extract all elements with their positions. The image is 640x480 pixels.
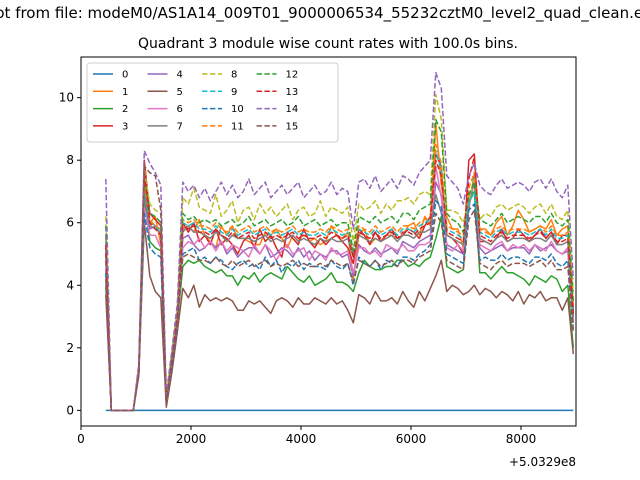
series-line-6 bbox=[105, 165, 575, 412]
series-line-4 bbox=[105, 181, 575, 412]
legend-box bbox=[86, 62, 339, 143]
legend-label: 6 bbox=[177, 104, 183, 115]
x-tick-label: 2000 bbox=[176, 432, 207, 446]
y-tick-label: 4 bbox=[66, 278, 74, 292]
legend-label: 8 bbox=[231, 70, 237, 81]
legend-label: 13 bbox=[286, 87, 299, 98]
legend-label: 11 bbox=[231, 121, 244, 132]
plot-frame bbox=[80, 56, 577, 427]
series-line-7 bbox=[105, 175, 575, 412]
x-offset-label: +5.0329e8 bbox=[509, 455, 576, 469]
series-line-13 bbox=[105, 156, 575, 412]
legend-label: 4 bbox=[177, 70, 183, 81]
y-tick-label: 0 bbox=[66, 403, 74, 417]
y-tick-label: 10 bbox=[59, 91, 74, 105]
series-line-14 bbox=[105, 71, 575, 412]
legend-label: 5 bbox=[177, 87, 183, 98]
series-line-1 bbox=[105, 121, 575, 412]
legend-label: 12 bbox=[286, 70, 299, 81]
legend-label: 0 bbox=[122, 70, 128, 81]
y-tick-label: 6 bbox=[66, 216, 74, 230]
x-tick-label: 8000 bbox=[506, 432, 537, 446]
legend-label: 3 bbox=[122, 121, 128, 132]
legend-label: 14 bbox=[286, 104, 299, 115]
legend-label: 9 bbox=[231, 87, 237, 98]
series-line-2 bbox=[105, 190, 575, 412]
series-line-8 bbox=[105, 93, 575, 412]
x-tick-label: 0 bbox=[77, 432, 85, 446]
series-layer bbox=[105, 71, 575, 412]
x-tick-label: 6000 bbox=[396, 432, 427, 446]
legend-label: 15 bbox=[286, 121, 299, 132]
chart-title: Quadrant 3 module wise count rates with … bbox=[138, 36, 518, 52]
series-line-15 bbox=[105, 165, 575, 412]
y-tick-label: 2 bbox=[66, 341, 74, 355]
series-line-11 bbox=[105, 143, 575, 412]
figure-suptitle: Plot from file: modeM0/AS1A14_009T01_900… bbox=[0, 4, 640, 22]
series-line-5 bbox=[105, 221, 575, 412]
legend-label: 10 bbox=[231, 104, 244, 115]
y-tick-label: 8 bbox=[66, 153, 74, 167]
series-line-10 bbox=[105, 200, 575, 412]
legend-label: 2 bbox=[122, 104, 128, 115]
x-tick-label: 4000 bbox=[286, 432, 317, 446]
y-axis: 0 2 4 6 8 10 bbox=[59, 91, 81, 417]
legend-label: 1 bbox=[122, 87, 128, 98]
legend-label: 7 bbox=[177, 121, 183, 132]
series-line-9 bbox=[105, 150, 575, 412]
x-axis: 0 2000 4000 6000 8000 bbox=[77, 426, 536, 446]
series-line-12 bbox=[105, 118, 575, 412]
